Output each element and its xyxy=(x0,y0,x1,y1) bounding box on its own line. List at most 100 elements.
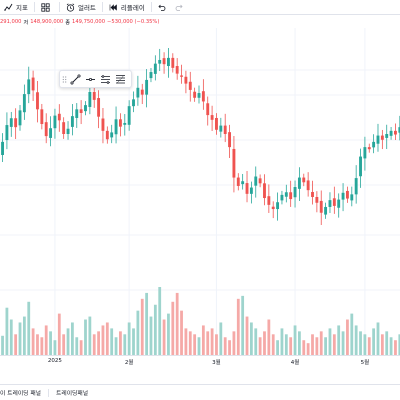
volume-bar xyxy=(132,328,135,355)
candle xyxy=(5,112,9,150)
volume-bar xyxy=(44,325,48,355)
candle xyxy=(127,100,131,131)
volume-bar xyxy=(49,331,52,355)
candle-body xyxy=(341,192,345,200)
volume-bar xyxy=(306,343,310,355)
candle xyxy=(297,167,301,202)
volume-bar xyxy=(5,307,9,355)
candle xyxy=(79,100,83,125)
volume-bar xyxy=(140,298,144,355)
candle xyxy=(57,104,61,132)
candle-body xyxy=(372,141,376,148)
volume-bar xyxy=(206,331,210,355)
volume-bar xyxy=(88,316,92,355)
candle xyxy=(167,48,170,78)
volume-bar xyxy=(40,337,44,355)
candle xyxy=(311,180,314,205)
panel-tab-trading-2[interactable]: 트레이딩패널 xyxy=(56,391,89,397)
candle-body xyxy=(293,187,297,198)
candle xyxy=(376,123,380,152)
candle xyxy=(180,64,183,84)
parallel-channel-tool-button[interactable] xyxy=(98,71,113,87)
candle-body xyxy=(389,130,393,136)
candle-body xyxy=(245,183,249,194)
trend-line-tool-button[interactable] xyxy=(68,71,83,87)
candle-body xyxy=(162,58,166,65)
top-toolbar: 지표 얼러트 리플레이 xyxy=(0,0,400,15)
alert-clock-icon xyxy=(66,2,75,12)
candle-body xyxy=(27,79,31,95)
indicators-button[interactable]: 지표 xyxy=(0,0,32,15)
candle-body xyxy=(145,79,149,95)
candle xyxy=(210,105,214,132)
candle-body xyxy=(267,196,271,205)
redo-button[interactable] xyxy=(172,0,190,15)
candle xyxy=(354,165,358,204)
candle xyxy=(328,192,332,213)
candle-body xyxy=(210,115,214,120)
volume-bar xyxy=(158,287,162,355)
volume-bar xyxy=(84,319,87,355)
volume-bar xyxy=(245,316,249,355)
volume-bar xyxy=(57,313,61,355)
candle-body xyxy=(215,117,218,130)
candle-body xyxy=(114,119,118,135)
volume-bar xyxy=(92,334,96,355)
candle xyxy=(232,136,236,193)
candle-body xyxy=(219,125,223,132)
candle xyxy=(302,173,306,187)
volume-bar xyxy=(66,328,70,355)
candle-body xyxy=(289,192,293,200)
volume-bar xyxy=(398,334,400,355)
candle-body xyxy=(9,118,13,127)
volume-bar xyxy=(114,337,118,355)
candle-body xyxy=(376,135,380,144)
toolbar-divider xyxy=(33,2,35,12)
candle-body xyxy=(228,132,231,148)
panel-tab-trading-1[interactable]: 이 트레이딩 패널 xyxy=(0,391,42,397)
replay-button[interactable]: 리플레이 xyxy=(105,0,149,15)
candle-body xyxy=(332,198,336,206)
time-axis-label: 4월 xyxy=(290,360,300,366)
candle xyxy=(363,136,367,171)
drag-handle-icon[interactable] xyxy=(60,71,68,87)
volume-bar xyxy=(27,301,31,355)
fib-retracement-tool-button[interactable] xyxy=(113,71,128,87)
volume-bar xyxy=(71,322,74,355)
candle xyxy=(241,173,245,190)
candle-body xyxy=(75,109,79,118)
candle xyxy=(75,103,79,128)
candle xyxy=(215,113,218,135)
toolbar-divider xyxy=(101,2,103,12)
candle-body xyxy=(36,92,39,110)
layout-button[interactable] xyxy=(37,0,57,15)
candle xyxy=(27,66,31,104)
candle-body xyxy=(188,81,192,90)
candle xyxy=(84,101,87,116)
candle xyxy=(332,186,336,214)
volume-bar xyxy=(254,328,258,355)
time-axis[interactable]: 2025 2월 3월 4월 5월 xyxy=(0,355,400,367)
candle-body xyxy=(44,122,48,137)
alerts-button[interactable]: 얼러트 xyxy=(62,0,100,15)
volume-bar xyxy=(219,322,223,355)
candle-body xyxy=(153,63,157,74)
candle xyxy=(62,117,66,139)
horizontal-line-tool-button[interactable] xyxy=(83,71,98,87)
candle-body xyxy=(193,91,197,98)
candle xyxy=(171,53,175,73)
candle xyxy=(197,85,201,104)
volume-bar xyxy=(75,337,79,355)
panel-divider xyxy=(48,388,50,397)
candle-body xyxy=(184,76,188,84)
candle xyxy=(249,181,253,204)
candle xyxy=(306,172,310,197)
price-chart[interactable] xyxy=(0,0,400,384)
candle-body xyxy=(324,206,328,215)
volume-bar xyxy=(284,334,288,355)
candle xyxy=(350,186,354,207)
candle-body xyxy=(328,200,332,207)
candle-body xyxy=(49,128,53,138)
undo-button[interactable] xyxy=(154,0,172,15)
volume-bar xyxy=(380,334,384,355)
